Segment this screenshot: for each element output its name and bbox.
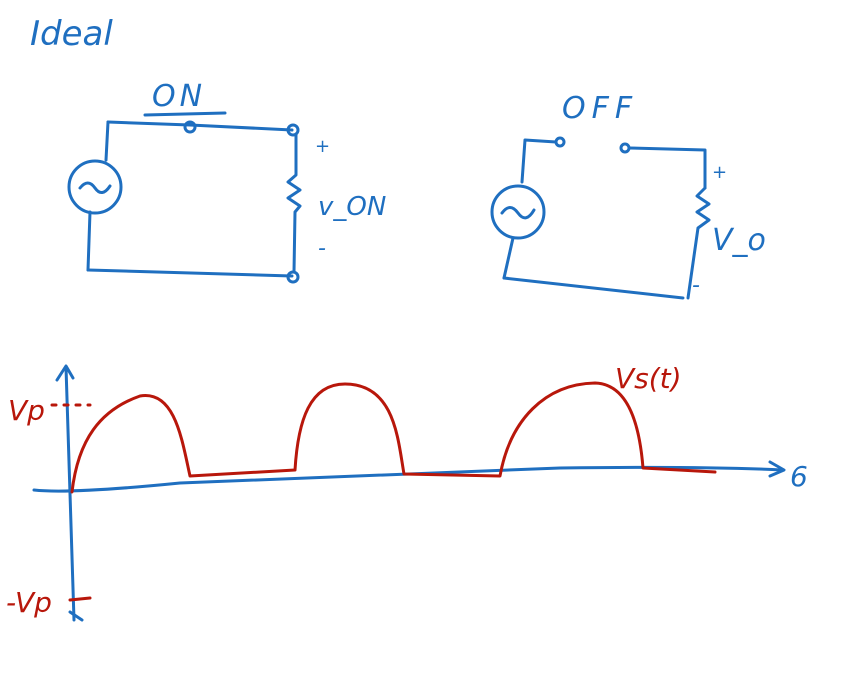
vertical-axis-bottom-tick — [68, 610, 84, 622]
on-switch-terminal — [183, 120, 197, 134]
on-circuit: ON + v_ON - — [67, 79, 386, 284]
off-ac-source — [490, 184, 546, 240]
on-minus: - — [318, 236, 326, 261]
off-wire-left-bottom — [502, 236, 515, 280]
off-output-label: V_o — [712, 223, 766, 258]
on-output-terminal-top — [286, 123, 300, 137]
vs-waveform — [70, 381, 717, 494]
neg-vp-label: -Vp — [6, 586, 52, 619]
horizontal-axis-label: 6 — [790, 460, 808, 493]
off-wire-top-right — [627, 146, 707, 190]
on-output-label: v_ON — [318, 192, 386, 222]
vertical-axis — [64, 365, 76, 622]
on-plus: + — [315, 136, 330, 157]
on-wire-left-top — [104, 120, 110, 162]
on-wire-bottom — [86, 268, 294, 278]
on-ac-source — [67, 159, 123, 215]
off-wire-top-left — [520, 138, 558, 184]
on-wire-left-bottom — [86, 210, 92, 272]
on-ac-source-symbol — [78, 181, 112, 194]
off-circuit: OFF + V_o - — [490, 91, 766, 300]
title-text: Ideal — [30, 14, 113, 54]
off-resistor — [686, 186, 711, 300]
vertical-axis-arrowhead — [55, 364, 75, 382]
off-plus: + — [712, 162, 727, 183]
vs-curve-label: Vs(t) — [615, 362, 682, 395]
on-wire-top — [106, 120, 294, 132]
horizontal-axis-arrowhead — [768, 460, 786, 478]
neg-vp-tick — [68, 596, 92, 602]
vp-label: Vp — [8, 394, 45, 427]
off-minus: - — [692, 273, 700, 298]
off-label: OFF — [562, 91, 638, 126]
on-wire-right — [286, 133, 302, 274]
on-label: ON — [152, 79, 206, 114]
on-label-underline — [143, 111, 227, 117]
waveform-graph: 6 Vp -Vp Vs(t) — [6, 362, 808, 622]
off-ac-source-symbol — [500, 206, 536, 220]
off-wire-bottom — [502, 276, 685, 300]
